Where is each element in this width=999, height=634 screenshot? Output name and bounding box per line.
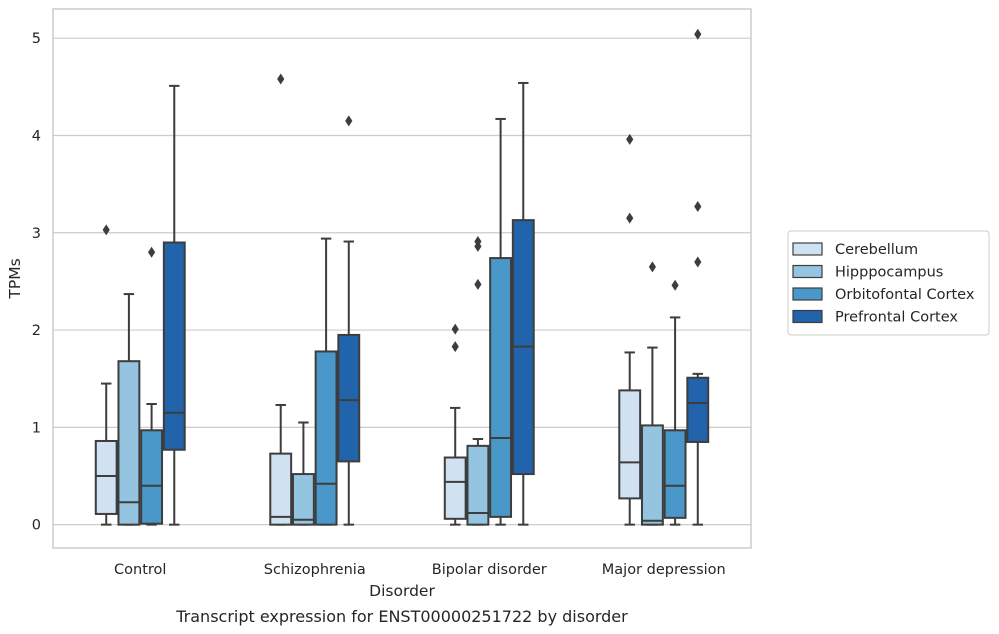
box-iqr <box>489 257 513 518</box>
box-1-3 <box>640 261 664 526</box>
y-axis-title: TPMs <box>6 258 24 299</box>
x-tick-label: Major depression <box>602 562 726 578</box>
legend-swatch <box>792 287 823 301</box>
legend-frame <box>787 230 990 336</box>
legend-label: Cerebellum <box>835 242 918 258</box>
outlier-point <box>671 279 679 291</box>
box-2-2 <box>489 117 513 526</box>
y-tick-label: 1 <box>32 420 41 436</box>
box-2-3 <box>663 279 687 526</box>
outlier-point <box>694 256 702 268</box>
box-iqr <box>640 424 664 526</box>
box-0-1 <box>269 73 293 526</box>
box-iqr <box>269 452 293 526</box>
outlier-point <box>694 201 702 213</box>
box-0-2 <box>443 323 467 526</box>
y-tick-labels: 0 1 2 3 4 5 <box>32 31 41 533</box>
legend-label: Prefrontal Cortex <box>835 310 958 326</box>
box-1-0 <box>117 293 141 526</box>
box-iqr <box>94 439 118 515</box>
box-iqr <box>443 456 467 520</box>
marks-layer <box>94 28 710 526</box>
chart-caption: Transcript expression for ENST0000025172… <box>175 607 628 626</box>
outlier-point <box>626 212 634 224</box>
plot-frame <box>52 8 752 549</box>
legend-swatch <box>792 264 823 279</box>
outlier-point <box>648 261 657 273</box>
box-2-0 <box>140 246 164 526</box>
outlier-point <box>451 341 459 353</box>
legend-swatch <box>792 242 823 256</box>
box-3-0 <box>162 84 186 526</box>
outlier-point <box>451 323 459 335</box>
x-tick-labels: Control Schizophrenia Bipolar disorder Majo… <box>114 562 726 578</box>
outlier-point <box>277 73 285 85</box>
box-iqr <box>140 429 164 525</box>
y-tick-label: 2 <box>32 323 41 339</box>
legend: Cerebellum Hipppocampus Orbitofontal Corte… <box>787 230 990 336</box>
outlier-point <box>345 115 353 127</box>
legend-label: Hipppocampus <box>835 265 943 281</box>
box-iqr <box>314 350 338 526</box>
legend-swatch <box>792 309 823 324</box>
box-3-1 <box>337 115 361 526</box>
outlier-point <box>626 133 634 145</box>
outlier-point <box>694 28 702 40</box>
x-axis-title: Disorder <box>369 582 435 600</box>
box-3-2 <box>511 81 535 526</box>
y-tick-label: 3 <box>32 226 41 242</box>
x-tick-label: Control <box>114 562 166 578</box>
box-0-0 <box>94 224 118 526</box>
box-iqr <box>466 444 490 526</box>
box-1-1 <box>291 421 315 526</box>
box-3-3 <box>686 28 710 526</box>
box-iqr <box>663 429 687 519</box>
box-2-1 <box>314 237 338 526</box>
legend-label: Orbitofontal Cortex <box>835 287 975 303</box>
box-0-3 <box>618 133 642 526</box>
y-tick-label: 5 <box>32 31 41 47</box>
x-tick-label: Bipolar disorder <box>432 562 547 578</box>
box-iqr <box>117 360 141 526</box>
outlier-point <box>474 236 482 248</box>
outlier-point <box>474 278 482 290</box>
box-1-2 <box>466 236 490 526</box>
box-iqr <box>618 389 642 500</box>
outlier-point <box>102 224 110 236</box>
box-iqr <box>162 241 186 451</box>
x-tick-label: Schizophrenia <box>264 562 366 578</box>
y-tick-label: 4 <box>32 128 41 144</box>
box-iqr <box>686 376 710 443</box>
outlier-point <box>147 246 156 258</box>
box-iqr <box>337 333 361 463</box>
y-tick-label: 0 <box>32 518 41 534</box>
box-iqr <box>291 473 315 526</box>
